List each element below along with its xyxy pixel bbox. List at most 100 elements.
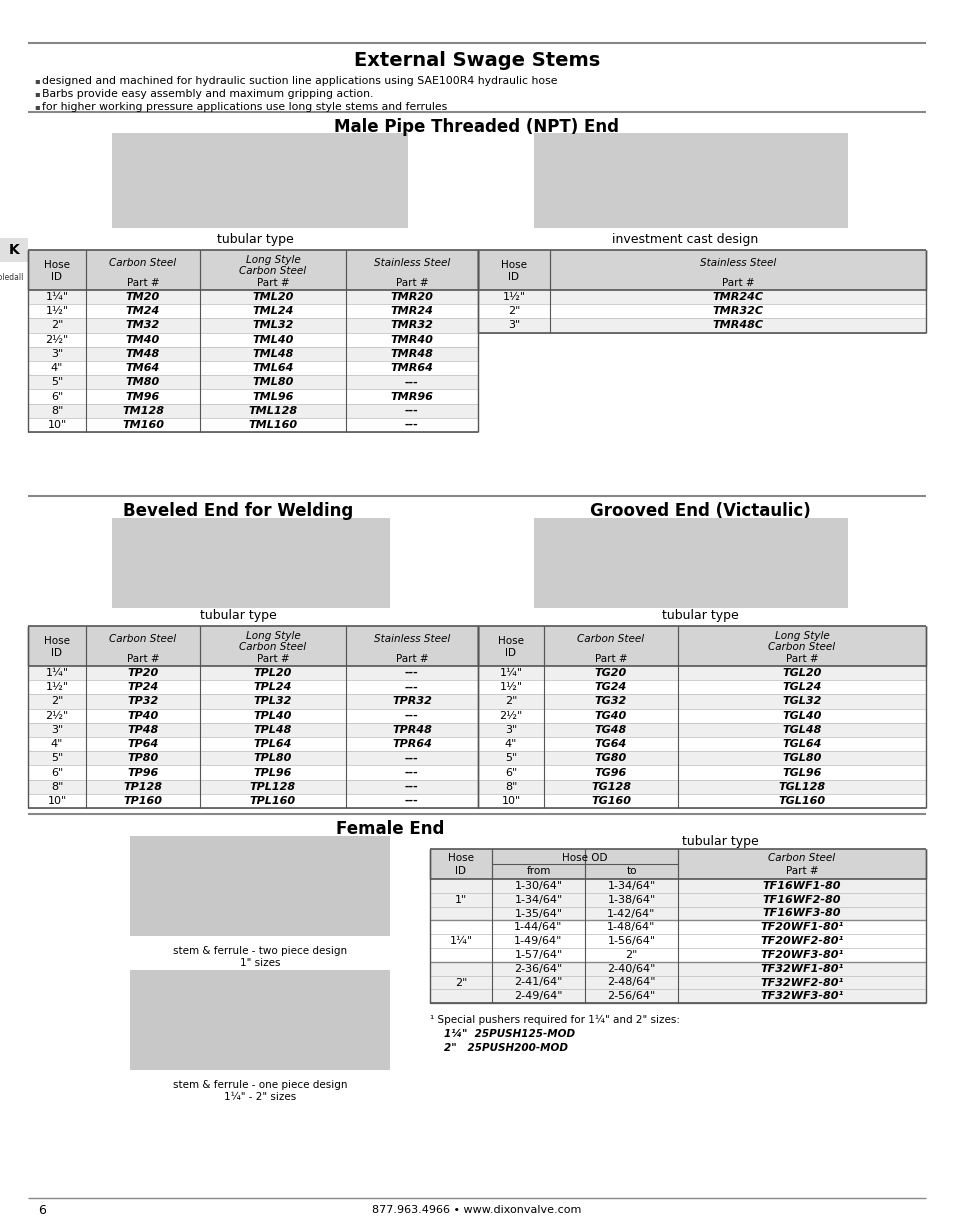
Text: ID: ID xyxy=(51,648,63,658)
Bar xyxy=(477,695,925,708)
Text: Part #: Part # xyxy=(256,654,289,664)
Bar xyxy=(477,319,925,332)
Text: ID: ID xyxy=(505,648,516,658)
Text: ---: --- xyxy=(405,420,418,430)
Text: 1-44/64": 1-44/64" xyxy=(514,922,562,933)
Bar xyxy=(28,250,477,291)
Text: TP160: TP160 xyxy=(123,796,162,806)
Text: 1¼": 1¼" xyxy=(449,937,472,946)
Text: Hose: Hose xyxy=(448,853,474,863)
Bar xyxy=(477,250,925,291)
Text: TP48: TP48 xyxy=(128,725,158,735)
Text: TM160: TM160 xyxy=(122,420,164,430)
Bar xyxy=(430,879,925,893)
Text: TML32: TML32 xyxy=(252,320,294,331)
Text: 1¼": 1¼" xyxy=(46,668,69,678)
Text: ---: --- xyxy=(405,768,418,778)
Text: Stainless Steel: Stainless Steel xyxy=(374,258,450,267)
Text: ---: --- xyxy=(405,796,418,806)
Text: TGL64: TGL64 xyxy=(781,739,821,750)
Text: 4": 4" xyxy=(51,363,63,374)
Text: Carbon Steel: Carbon Steel xyxy=(239,642,306,652)
Bar xyxy=(28,737,477,751)
Text: tubular type: tubular type xyxy=(216,233,294,247)
Text: TGL96: TGL96 xyxy=(781,768,821,778)
Bar xyxy=(0,238,28,263)
Text: TPL160: TPL160 xyxy=(250,796,295,806)
Text: TG20: TG20 xyxy=(595,668,626,678)
Text: TMR48C: TMR48C xyxy=(712,320,762,331)
Text: Grooved End (Victaulic): Grooved End (Victaulic) xyxy=(589,502,809,520)
Text: TF16WF3-80: TF16WF3-80 xyxy=(762,908,841,918)
Text: 1-34/64": 1-34/64" xyxy=(514,895,562,905)
Text: Male Pipe Threaded (NPT) End: Male Pipe Threaded (NPT) End xyxy=(335,118,618,136)
Bar xyxy=(130,969,390,1070)
Text: Female End: Female End xyxy=(335,821,444,838)
Text: TMR24C: TMR24C xyxy=(712,292,762,302)
Text: Part #: Part # xyxy=(785,654,818,664)
Bar xyxy=(28,389,477,404)
Text: TGL128: TGL128 xyxy=(778,781,824,791)
Text: TGL48: TGL48 xyxy=(781,725,821,735)
Text: TPL32: TPL32 xyxy=(253,696,292,707)
Text: tubular type: tubular type xyxy=(199,609,276,623)
Text: TPL48: TPL48 xyxy=(253,725,292,735)
Text: TF16WF1-80: TF16WF1-80 xyxy=(762,880,841,891)
Bar xyxy=(430,989,925,1004)
Text: 8": 8" xyxy=(504,781,517,791)
Text: to: to xyxy=(625,866,636,875)
Text: TP128: TP128 xyxy=(123,781,162,791)
Text: ---: --- xyxy=(405,781,418,791)
Bar xyxy=(28,751,477,766)
Bar xyxy=(477,304,925,319)
Text: Carbon Steel: Carbon Steel xyxy=(110,634,176,643)
Text: 2½": 2½" xyxy=(46,711,69,720)
Text: TGL32: TGL32 xyxy=(781,696,821,707)
Text: 877.963.4966 • www.dixonvalve.com: 877.963.4966 • www.dixonvalve.com xyxy=(372,1205,581,1215)
Text: 1½": 1½" xyxy=(46,306,69,316)
Text: 1½": 1½" xyxy=(502,292,525,302)
Text: 1-48/64": 1-48/64" xyxy=(607,922,655,933)
Text: ---: --- xyxy=(405,753,418,763)
Bar xyxy=(28,404,477,418)
Text: 3": 3" xyxy=(507,320,519,331)
Text: Carbon Steel: Carbon Steel xyxy=(767,642,835,652)
Text: 3": 3" xyxy=(504,725,517,735)
Text: TMR20: TMR20 xyxy=(390,292,433,302)
Text: TP64: TP64 xyxy=(128,739,158,750)
Bar xyxy=(430,849,925,879)
Text: TF32WF3-80¹: TF32WF3-80¹ xyxy=(760,991,842,1001)
Text: TM40: TM40 xyxy=(126,335,160,344)
Text: TML24: TML24 xyxy=(252,306,294,316)
Bar xyxy=(534,518,847,608)
Text: 2-41/64": 2-41/64" xyxy=(514,978,562,988)
Text: 6": 6" xyxy=(51,392,63,402)
Text: TPR32: TPR32 xyxy=(392,696,432,707)
Text: TMR96: TMR96 xyxy=(390,392,433,402)
Text: Long Style: Long Style xyxy=(245,631,300,641)
Text: TPR48: TPR48 xyxy=(392,725,432,735)
Text: TP40: TP40 xyxy=(128,711,158,720)
Text: 1-57/64": 1-57/64" xyxy=(514,950,562,960)
Text: Long Style: Long Style xyxy=(774,631,828,641)
Text: TG24: TG24 xyxy=(595,683,626,692)
Bar xyxy=(430,976,925,989)
Text: 1-42/64": 1-42/64" xyxy=(607,908,655,918)
Text: designed and machined for hydraulic suction line applications using SAE100R4 hyd: designed and machined for hydraulic suct… xyxy=(42,76,557,85)
Text: TPL40: TPL40 xyxy=(253,711,292,720)
Bar xyxy=(477,779,925,794)
Text: TM64: TM64 xyxy=(126,363,160,374)
Bar xyxy=(430,907,925,921)
Text: Barbs provide easy assembly and maximum gripping action.: Barbs provide easy assembly and maximum … xyxy=(42,89,373,99)
Text: 4": 4" xyxy=(504,739,517,750)
Bar xyxy=(28,779,477,794)
Text: 8": 8" xyxy=(51,405,63,415)
Text: 6": 6" xyxy=(51,768,63,778)
Text: ---: --- xyxy=(405,711,418,720)
Bar xyxy=(430,879,492,921)
Text: TG32: TG32 xyxy=(595,696,626,707)
Bar xyxy=(28,723,477,737)
Text: 2": 2" xyxy=(624,950,637,960)
Text: TP80: TP80 xyxy=(128,753,158,763)
Text: TML80: TML80 xyxy=(252,377,294,387)
